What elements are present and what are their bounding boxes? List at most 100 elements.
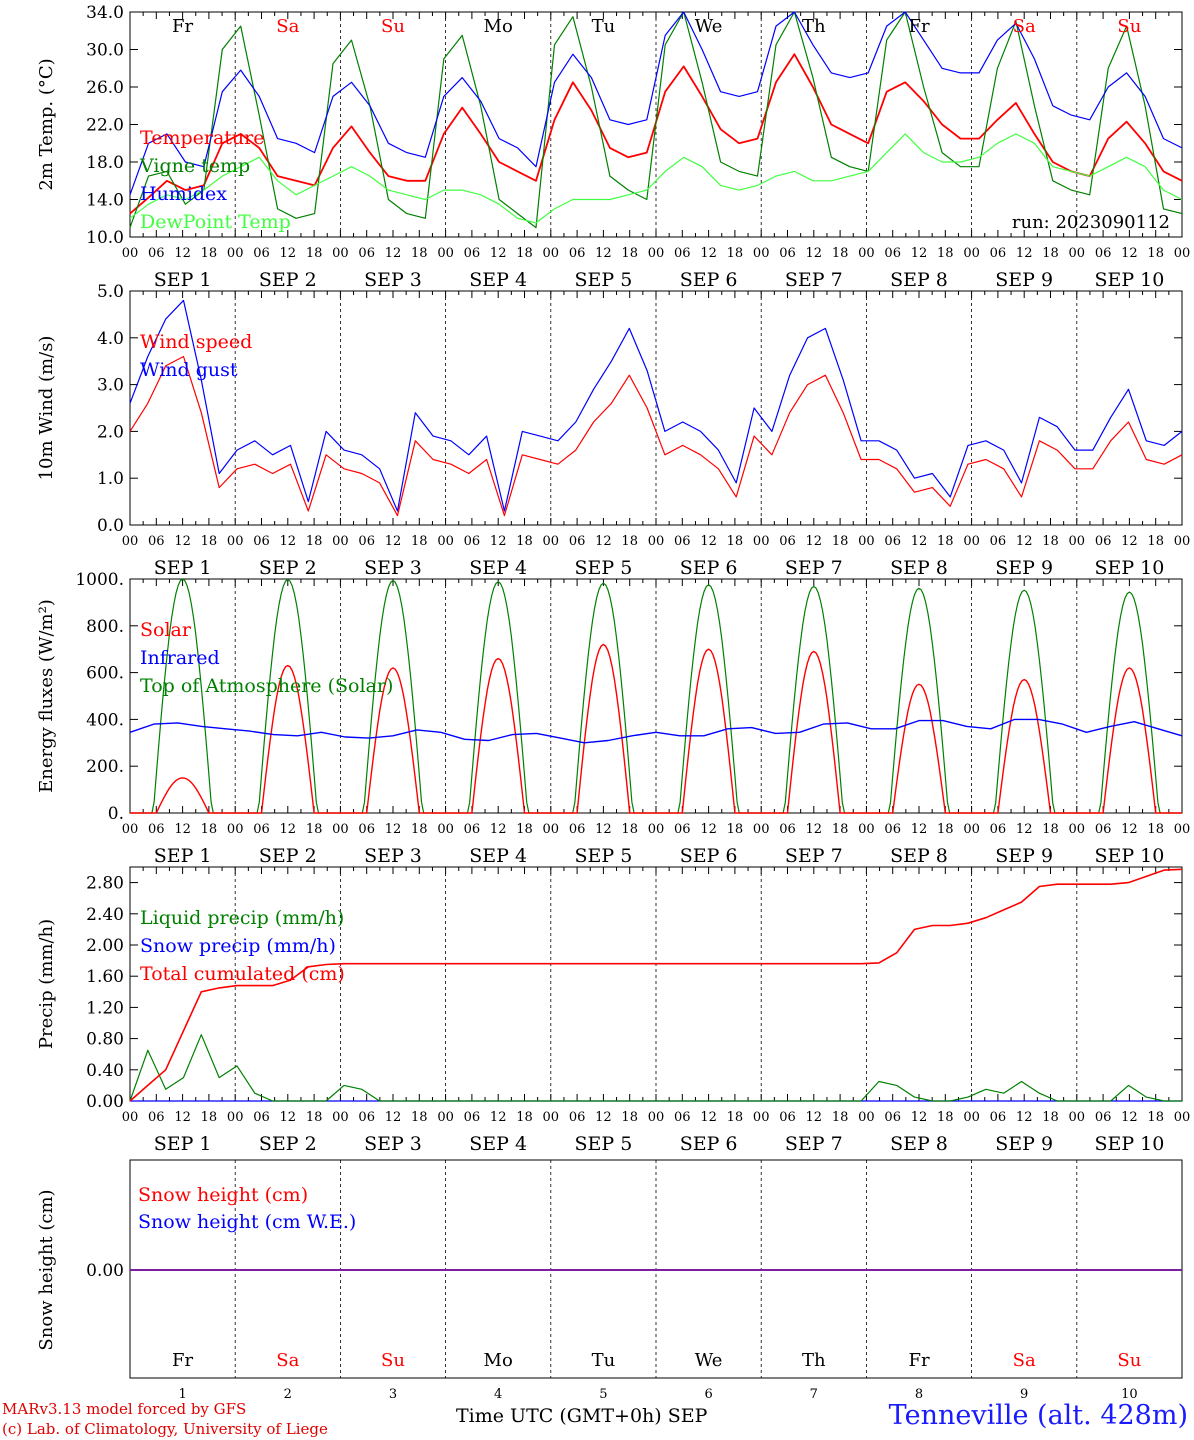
hour-label: 18 (1147, 246, 1164, 261)
hour-label: 06 (779, 246, 796, 261)
hour-label: 18 (201, 1110, 218, 1125)
series-line-0 (129, 355, 1183, 517)
date-label: SEP 8 (890, 269, 948, 291)
hour-label: 06 (884, 246, 901, 261)
hour-label: 06 (148, 246, 165, 261)
date-label: SEP 8 (890, 557, 948, 579)
y-tick-label: 0.80 (86, 1030, 124, 1050)
y-axis-label: Snow height (cm) (36, 1189, 57, 1350)
hour-label: 06 (253, 534, 270, 549)
date-label: SEP 2 (259, 269, 317, 291)
hour-label: 06 (884, 534, 901, 549)
date-label: SEP 4 (469, 1133, 527, 1155)
hour-label: 00 (332, 1110, 349, 1125)
hour-label: 00 (858, 246, 875, 261)
y-tick-label: 26.0 (86, 78, 124, 98)
legend-entry: Vigne temp (139, 155, 250, 177)
day-number: 6 (704, 1387, 712, 1400)
hour-label: 00 (963, 246, 980, 261)
day-number: 1 (178, 1387, 186, 1400)
date-label: SEP 1 (154, 269, 212, 291)
hour-label: 18 (1042, 822, 1059, 837)
hour-label: 18 (1147, 822, 1164, 837)
hour-label: 00 (753, 246, 770, 261)
hour-label: 12 (595, 1110, 612, 1125)
hour-label: 00 (858, 822, 875, 837)
hour-label: 06 (990, 246, 1007, 261)
hour-label: 18 (1042, 534, 1059, 549)
weekday-label: Tu (592, 16, 616, 37)
series-line-3 (129, 133, 1183, 224)
weekday-label: Tu (592, 1350, 616, 1371)
y-tick-label: 4.0 (97, 329, 124, 349)
hour-label: 18 (201, 246, 218, 261)
date-label: SEP 6 (680, 845, 738, 867)
hour-label: 12 (174, 534, 191, 549)
hour-label: 00 (1174, 822, 1191, 837)
hour-label: 18 (516, 822, 533, 837)
y-tick-label: 800. (86, 617, 124, 637)
legend-entry: Snow height (cm W.E.) (138, 1211, 356, 1233)
y-tick-label: 400. (86, 710, 124, 730)
hour-label: 18 (621, 246, 638, 261)
hour-label: 18 (201, 822, 218, 837)
hour-label: 00 (1069, 1110, 1086, 1125)
date-label: SEP 2 (259, 557, 317, 579)
weekday-label: We (695, 1350, 723, 1371)
weekday-label: Mo (484, 16, 513, 37)
date-label: SEP 5 (574, 845, 632, 867)
date-label: SEP 8 (890, 1133, 948, 1155)
hour-label: 12 (806, 822, 823, 837)
date-label: SEP 5 (574, 269, 632, 291)
hour-label: 12 (700, 822, 717, 837)
legend-entry: DewPoint Temp (140, 211, 291, 233)
hour-label: 12 (385, 534, 402, 549)
day-number: 9 (1020, 1387, 1028, 1400)
y-tick-label: 0.00 (86, 1261, 124, 1281)
hour-label: 12 (595, 246, 612, 261)
hour-label: 00 (648, 246, 665, 261)
day-number: 8 (915, 1387, 923, 1400)
y-tick-label: 600. (86, 664, 124, 684)
legend-entry: Total cumulated (cm) (140, 963, 345, 985)
hour-label: 06 (884, 1110, 901, 1125)
hour-label: 12 (1016, 822, 1033, 837)
hour-label: 00 (122, 822, 139, 837)
hour-label: 18 (1042, 1110, 1059, 1125)
date-label: SEP 5 (574, 557, 632, 579)
hour-label: 06 (253, 246, 270, 261)
hour-label: 12 (280, 1110, 297, 1125)
date-label: SEP 6 (680, 1133, 738, 1155)
hour-label: 18 (832, 822, 849, 837)
weekday-label: Fr (172, 16, 193, 37)
date-label: SEP 3 (364, 269, 422, 291)
y-tick-label: 1.20 (86, 998, 124, 1018)
date-label: SEP 7 (785, 1133, 843, 1155)
hour-label: 00 (648, 1110, 665, 1125)
hour-label: 12 (490, 1110, 507, 1125)
legend-entry: Snow precip (mm/h) (140, 935, 336, 957)
hour-label: 06 (148, 1110, 165, 1125)
day-number: 3 (389, 1387, 397, 1400)
panel-3: 0. 200. 400. 600. 800. 1000. Energy fluxes (W/… (36, 570, 1190, 867)
weekday-label: Th (802, 1350, 826, 1371)
hour-label: 00 (227, 1110, 244, 1125)
hour-label: 00 (227, 534, 244, 549)
hour-label: 18 (937, 1110, 954, 1125)
y-tick-label: 0. (108, 804, 124, 824)
date-label: SEP 3 (364, 1133, 422, 1155)
legend-entry: Top of Atmosphere (Solar) (140, 675, 393, 697)
y-tick-label: 30.0 (86, 41, 124, 61)
legend-entry: Temperature (140, 127, 264, 149)
weekday-label: Sa (276, 16, 299, 37)
hour-label: 06 (358, 534, 375, 549)
date-label: SEP 7 (785, 269, 843, 291)
legend-entry: Solar (140, 619, 192, 641)
date-label: SEP 7 (785, 845, 843, 867)
weekday-label: We (695, 16, 723, 37)
weekday-label: Fr (908, 1350, 929, 1371)
date-label: SEP 9 (995, 557, 1053, 579)
hour-label: 18 (727, 534, 744, 549)
hour-label: 12 (911, 1110, 928, 1125)
series-line-2 (129, 11, 1183, 196)
